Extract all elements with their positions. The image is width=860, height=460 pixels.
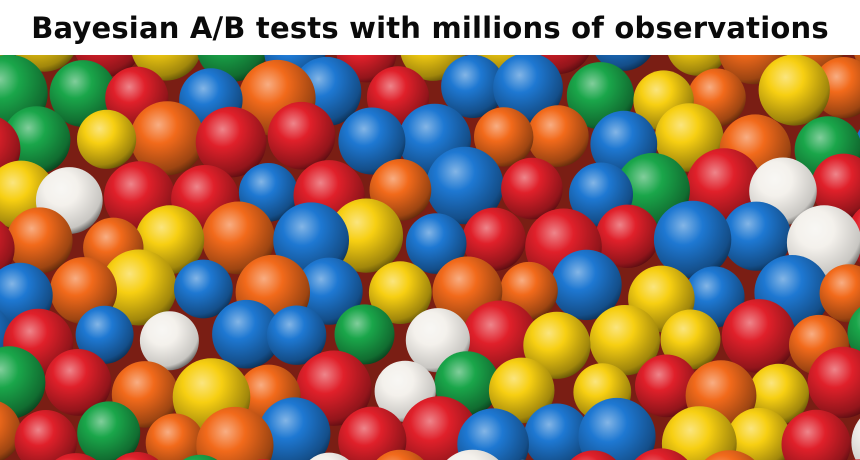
blue-ball	[75, 305, 134, 364]
red-ball	[338, 406, 407, 460]
red-ball	[635, 354, 698, 418]
green-ball	[2, 106, 71, 174]
blue-ball	[338, 107, 406, 175]
blue-ball	[266, 305, 327, 365]
blue-ball	[441, 55, 505, 118]
green-ball	[847, 306, 860, 359]
blue-ball	[174, 259, 233, 319]
blue-ball	[578, 397, 656, 460]
white-ball	[851, 418, 860, 460]
blue-ball	[524, 403, 590, 460]
blue-ball	[295, 257, 363, 325]
blue-ball	[258, 397, 331, 460]
yellow-ball	[523, 311, 591, 379]
red-ball	[634, 448, 688, 460]
orange-ball	[145, 413, 205, 460]
yellow-ball	[661, 406, 737, 460]
yellow-ball	[660, 309, 721, 370]
red-ball	[267, 101, 336, 170]
blue-ball	[721, 201, 792, 271]
white-ball	[309, 452, 349, 460]
green-ball	[334, 304, 395, 365]
blue-ball	[551, 249, 622, 321]
orange-ball	[201, 201, 275, 275]
yellow-ball	[328, 198, 404, 273]
yellow-ball	[589, 305, 660, 376]
red-ball	[14, 410, 77, 460]
orange-ball	[6, 207, 73, 274]
green-ball	[77, 401, 141, 460]
blue-ball	[212, 299, 281, 369]
red-ball	[595, 204, 660, 268]
red-ball	[570, 450, 616, 460]
ball-pit-photo	[0, 55, 860, 460]
blue-ball	[426, 146, 504, 225]
red-ball	[195, 106, 267, 178]
blue-ball	[493, 55, 563, 123]
yellow-ball	[726, 407, 792, 460]
banner-title: Bayesian A/B tests with millions of obse…	[31, 10, 829, 45]
yellow-ball	[77, 109, 137, 169]
red-ball	[44, 349, 112, 416]
red-ball	[807, 346, 860, 418]
orange-ball	[527, 105, 589, 167]
red-ball	[781, 409, 851, 460]
title-bar: Bayesian A/B tests with millions of obse…	[0, 0, 860, 55]
red-ball	[115, 452, 159, 460]
red-ball	[501, 157, 563, 220]
white-ball	[139, 311, 199, 371]
yellow-ball	[488, 357, 555, 424]
orange-ball	[819, 264, 860, 323]
blue-ball	[405, 213, 467, 274]
green-ball	[0, 346, 46, 419]
orange-ball	[196, 406, 274, 460]
blue-ball	[457, 408, 529, 460]
red-ball	[0, 220, 15, 277]
red-ball	[462, 207, 526, 271]
blue-ball	[653, 200, 732, 279]
red-ball	[721, 299, 796, 373]
orange-ball	[130, 101, 205, 176]
red-ball	[55, 453, 97, 460]
orange-ball	[474, 107, 534, 167]
yellow-ball	[758, 55, 830, 126]
orange-ball	[376, 449, 424, 460]
orange-ball	[704, 450, 755, 460]
yellow-ball	[100, 249, 177, 326]
ball-pit-illustration	[0, 55, 860, 460]
yellow-ball	[368, 261, 432, 324]
green-ball	[182, 454, 218, 460]
white-ball	[446, 449, 499, 460]
green-ball	[49, 60, 117, 127]
red-ball	[811, 153, 860, 219]
